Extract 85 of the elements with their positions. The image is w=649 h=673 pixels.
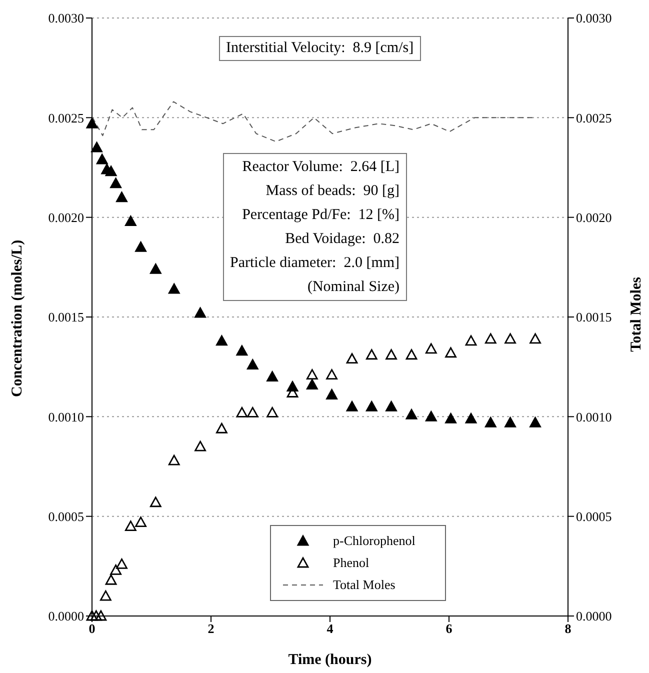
point [100, 590, 112, 601]
point [105, 574, 117, 585]
point [504, 416, 516, 428]
y2-tick-label: 0.0020 [576, 210, 612, 225]
point [216, 422, 228, 434]
point [266, 371, 278, 382]
y-tick-label: 0.0025 [48, 110, 84, 126]
point [110, 564, 122, 575]
point [246, 359, 258, 370]
y-tick-label: 0.0015 [48, 310, 84, 325]
point [484, 416, 496, 428]
point [425, 343, 437, 354]
annotation: Percentage Pd/Fe: 12 [%] [241, 206, 400, 225]
point [445, 412, 456, 424]
point [530, 333, 541, 344]
x-tick-label: 0 [88, 621, 96, 636]
y2-tick-label: 0.0015 [576, 310, 612, 325]
point [386, 349, 397, 360]
y2-tick-label: 0.0030 [576, 10, 612, 26]
y-tick-label: 0.0000 [48, 608, 84, 624]
point [445, 347, 456, 358]
point [326, 389, 338, 400]
annotation: Mass of beads: 90 [g] [264, 182, 400, 201]
point [95, 610, 107, 621]
point [236, 345, 248, 356]
point [124, 520, 136, 531]
point [116, 558, 128, 569]
point [216, 335, 228, 346]
point [530, 416, 541, 428]
y2-tick-label: 0.0000 [576, 608, 612, 624]
point [465, 412, 477, 424]
point [346, 353, 358, 364]
annotation: Particle diameter: 2.0 [mm] [230, 254, 400, 273]
annotation: Bed Voidage: 0.82 [284, 230, 400, 249]
y-tick-label: 0.0020 [48, 210, 84, 225]
legend-label: p-Chlorophenol [333, 533, 416, 549]
point [194, 440, 206, 452]
point [386, 401, 397, 412]
point [116, 192, 128, 202]
point [266, 406, 278, 418]
point [326, 369, 338, 380]
x-tick-label: 6 [446, 621, 453, 636]
point [91, 142, 102, 152]
x-tick-label: 8 [564, 621, 572, 636]
point [105, 166, 117, 176]
y-axis-title: Concentration (moles/L) [9, 240, 26, 397]
y-tick-label: 0.0010 [48, 409, 84, 424]
point [366, 401, 378, 412]
point [124, 216, 136, 226]
point [236, 406, 248, 418]
y2-tick-label: 0.0010 [576, 409, 612, 424]
point [86, 118, 98, 128]
point [168, 283, 180, 294]
y2-tick-label: 0.0025 [576, 110, 612, 126]
point [96, 154, 108, 164]
point [346, 401, 358, 412]
text-box: Interstitial Velocity: 8.9 [cm/s] [219, 36, 421, 61]
annotation: Reactor Volume: 2.64 [L] [241, 158, 400, 177]
point [504, 333, 516, 344]
point [150, 263, 162, 274]
point [306, 379, 318, 390]
x-axis-title: Time (hours) [288, 652, 372, 668]
point [135, 242, 146, 252]
point [306, 369, 318, 380]
point [366, 349, 378, 360]
legend-label: Phenol [333, 555, 370, 571]
y2-tick-label: 0.0005 [576, 508, 612, 524]
point [425, 410, 437, 422]
point [168, 454, 180, 466]
point [406, 408, 418, 420]
y-tick-label: 0.0005 [48, 508, 84, 524]
point [484, 333, 496, 344]
point [194, 307, 206, 318]
annotation: (Nominal Size) [306, 278, 400, 297]
x-tick-label: 4 [326, 621, 334, 636]
point [406, 349, 418, 360]
point [135, 516, 146, 528]
y2-axis-title: Total Moles [628, 276, 644, 352]
y-tick-label: 0.0030 [48, 10, 84, 26]
legend-label: Total Moles [333, 577, 396, 593]
point [465, 335, 477, 346]
x-tick-label: 2 [208, 621, 214, 636]
point [246, 406, 258, 418]
point [110, 178, 122, 188]
point [150, 496, 162, 508]
